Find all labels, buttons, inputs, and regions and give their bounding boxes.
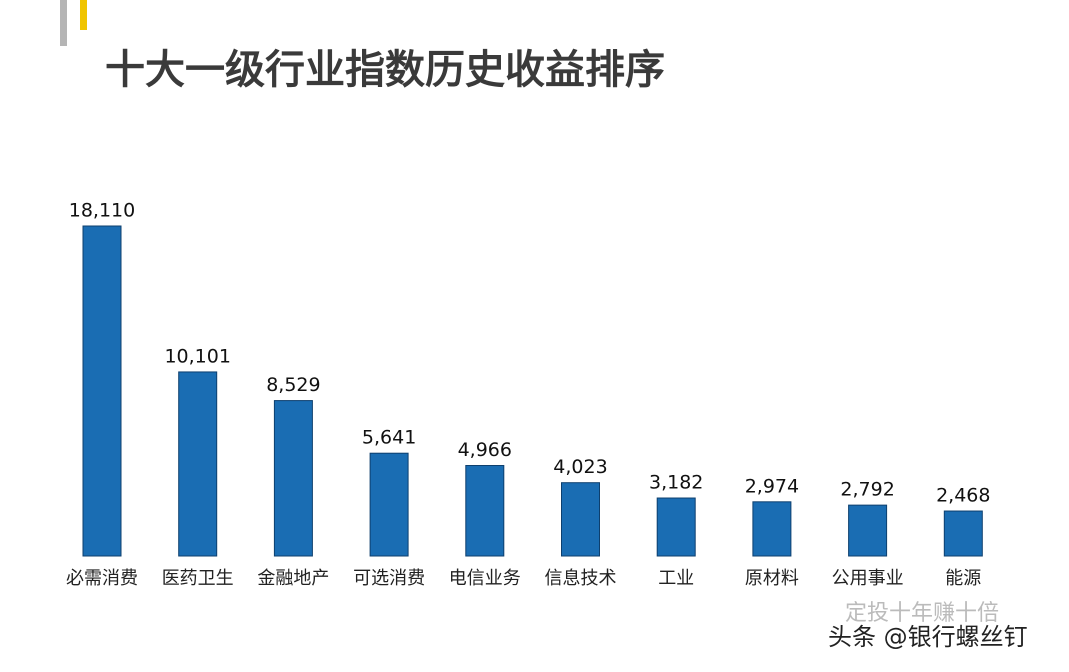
x-tick-label: 电信业务 <box>449 568 521 589</box>
x-tick-label: 医药卫生 <box>162 568 234 589</box>
bar <box>752 501 792 557</box>
value-label: 18,110 <box>69 200 135 222</box>
bar <box>273 400 313 557</box>
value-label: 2,974 <box>745 475 799 497</box>
watermark: 定投十年赚十倍 <box>845 601 999 626</box>
x-tick-label: 能源 <box>945 568 981 589</box>
x-tick-label: 工业 <box>658 568 694 589</box>
value-label: 2,792 <box>840 479 894 501</box>
value-label: 5,641 <box>362 427 416 449</box>
bar <box>178 371 218 557</box>
x-tick-label: 信息技术 <box>545 568 617 589</box>
value-label: 3,182 <box>649 472 703 494</box>
value-label: 2,468 <box>936 485 990 507</box>
value-label: 8,529 <box>266 374 320 396</box>
x-tick-label: 原材料 <box>745 568 799 589</box>
decor-bar <box>60 0 67 46</box>
bar <box>465 465 505 557</box>
x-tick-label: 可选消费 <box>353 568 425 589</box>
x-tick-label: 金融地产 <box>257 568 329 589</box>
bar <box>943 510 983 557</box>
chart-title: 十大一级行业指数历史收益排序 <box>105 47 665 93</box>
bar <box>561 482 600 557</box>
value-label: 10,101 <box>164 345 230 367</box>
bar <box>369 452 409 557</box>
x-tick-label: 必需消费 <box>66 568 138 589</box>
bar <box>848 504 888 557</box>
bar <box>656 497 696 557</box>
x-tick-label: 公用事业 <box>832 568 904 589</box>
watermark: 头条 @银行螺丝钉 <box>828 623 1028 651</box>
value-label: 4,966 <box>458 439 512 461</box>
value-label: 4,023 <box>553 456 607 478</box>
decor-bar <box>80 0 87 30</box>
bar <box>82 225 122 557</box>
